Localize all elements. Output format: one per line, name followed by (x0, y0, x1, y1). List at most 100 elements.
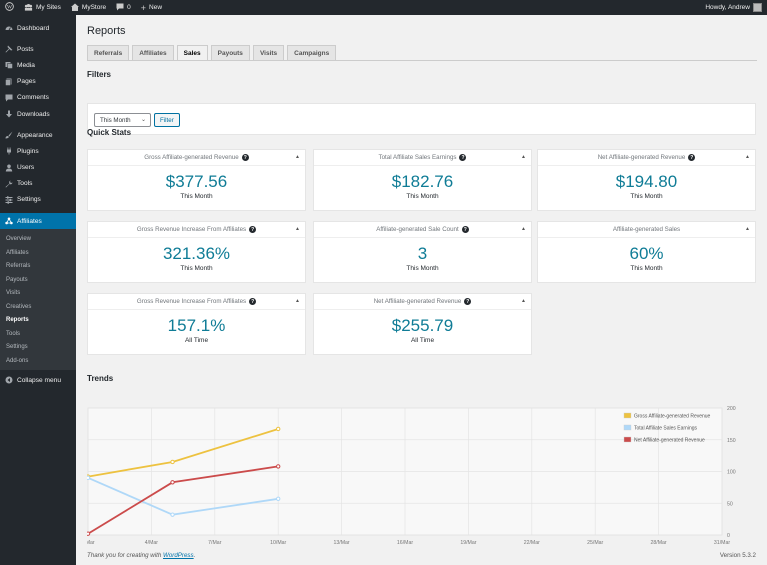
stat-card: Gross Affiliate-generated Revenue? ▲ $377… (87, 149, 306, 211)
collapse-toggle-icon[interactable]: ▲ (745, 154, 750, 160)
trends-heading: Trends (87, 374, 114, 383)
stat-period: This Month (406, 265, 439, 272)
sidebar-item-settings[interactable]: Settings (0, 192, 76, 208)
tab-payouts[interactable]: Payouts (210, 45, 250, 60)
my-sites-menu[interactable]: My Sites (19, 0, 66, 15)
help-icon[interactable]: ? (459, 154, 467, 161)
legend-swatch (623, 412, 632, 419)
help-icon[interactable]: ? (249, 298, 257, 305)
stat-period: This Month (630, 193, 663, 200)
new-content-menu[interactable]: + New (136, 0, 167, 15)
users-icon (5, 164, 13, 172)
main-content: Reports Referrals Affiliates Sales Payou… (76, 15, 767, 565)
comments-menu[interactable]: 0 (111, 0, 136, 15)
data-point (85, 531, 91, 536)
tab-sales[interactable]: Sales (176, 45, 208, 60)
collapse-toggle-icon[interactable]: ▲ (295, 154, 300, 160)
stat-card: Total Affiliate Sales Earnings? ▲ $182.76… (313, 149, 532, 211)
tab-referrals[interactable]: Referrals (87, 45, 130, 60)
legend-label: Gross Affiliate-generated Revenue (634, 414, 711, 420)
filters-panel: This Month ⌄ Filter (87, 103, 756, 135)
collapse-toggle-icon[interactable]: ▲ (521, 298, 526, 304)
sidebar-item-label: Appearance (17, 131, 53, 139)
x-tick-label: 28/Mar (651, 540, 667, 546)
settings-icon (5, 196, 13, 204)
submenu-item-affiliates[interactable]: Affiliates (6, 249, 29, 256)
help-icon[interactable]: ? (241, 154, 249, 161)
collapse-toggle-icon[interactable]: ▲ (521, 226, 526, 232)
sidebar-item-downloads[interactable]: Downloads (0, 106, 76, 122)
submenu-item-referrals[interactable]: Referrals (6, 263, 31, 269)
sidebar-item-plugins[interactable]: Plugins (0, 143, 76, 159)
help-icon[interactable]: ? (249, 226, 257, 233)
tab-visits[interactable]: Visits (252, 45, 285, 60)
submenu-item-payouts[interactable]: Payouts (6, 276, 28, 283)
y-tick-label: 50 (727, 501, 733, 507)
tab-affiliates[interactable]: Affiliates (132, 45, 174, 60)
collapse-toggle-icon[interactable]: ▲ (521, 154, 526, 160)
sidebar-item-pages[interactable]: Pages (0, 74, 76, 90)
stat-card: Gross Revenue Increase From Affiliates? ▲… (87, 293, 306, 355)
help-icon[interactable]: ? (464, 298, 472, 305)
stat-value: 321.36% (162, 244, 231, 263)
submenu-item-overview[interactable]: Overview (6, 236, 32, 242)
y-tick-label: 100 (727, 470, 736, 476)
submenu-item-tools[interactable]: Tools (6, 330, 21, 337)
avatar (753, 3, 762, 12)
my-sites-label: My Sites (36, 4, 61, 11)
stat-value: $377.56 (165, 172, 228, 191)
filter-button[interactable]: Filter (154, 113, 180, 127)
stat-card: Affiliate-generated Sale Count? ▲ 3 This … (313, 221, 532, 283)
sidebar-item-affiliates[interactable]: Affiliates (0, 213, 76, 230)
tab-campaigns[interactable]: Campaigns (287, 45, 337, 60)
stat-period: This Month (406, 193, 439, 200)
sidebar-item-label: Affiliates (17, 217, 42, 225)
site-name-menu[interactable]: MyStore (66, 0, 111, 15)
sidebar-item-appearance[interactable]: Appearance (0, 127, 76, 143)
chevron-down-icon: ⌄ (140, 117, 146, 123)
stat-value: 157.1% (167, 316, 226, 335)
plus-icon: + (140, 2, 147, 13)
sidebar-item-tools[interactable]: Tools (0, 176, 76, 192)
stat-card: Net Affiliate-generated Revenue? ▲ $194.8… (537, 149, 756, 211)
x-tick-label: 4/Mar (145, 540, 159, 546)
sidebar-item-label: Pages (17, 78, 36, 86)
stat-value: $194.80 (615, 172, 678, 191)
data-point (170, 512, 175, 517)
x-tick-label: 22/Mar (524, 540, 540, 546)
collapse-menu-button[interactable]: Collapse menu (0, 372, 76, 388)
legend-swatch (623, 424, 632, 431)
collapse-toggle-icon[interactable]: ▲ (295, 226, 300, 232)
data-point (276, 426, 281, 432)
sidebar-item-media[interactable]: Media (0, 57, 76, 73)
submenu-item-visits[interactable]: Visits (6, 290, 21, 296)
account-menu[interactable]: Howdy, Andrew (700, 0, 767, 15)
filters-heading: Filters (87, 70, 112, 79)
help-icon[interactable]: ? (688, 154, 696, 161)
sidebar-item-posts[interactable]: Posts (0, 41, 76, 57)
submenu-item-reports[interactable]: Reports (6, 317, 29, 323)
wordpress-logo-button[interactable]: W (0, 0, 19, 15)
sidebar-item-users[interactable]: Users (0, 160, 76, 176)
trends-chart: 1/Mar 4/Mar 7/Mar 10/Mar 13/Mar 16/Mar 19/Mar 2… (81, 405, 757, 555)
submenu-item-creatives[interactable]: Creatives (6, 303, 32, 310)
stat-title: Affiliate-generated Sale Count (376, 226, 459, 233)
download-icon (5, 110, 13, 118)
help-icon[interactable]: ? (461, 226, 469, 233)
date-range-select[interactable]: This Month ⌄ (94, 113, 151, 127)
submenu-item-settings[interactable]: Settings (6, 344, 28, 350)
sidebar-item-comments[interactable]: Comments (0, 90, 76, 106)
new-label: New (149, 4, 163, 11)
sidebar-item-dashboard[interactable]: Dashboard (0, 20, 76, 36)
stat-period: All Time (410, 337, 435, 344)
pin-icon (5, 45, 13, 53)
collapse-toggle-icon[interactable]: ▲ (745, 226, 750, 232)
sidebar-item-label: Users (17, 164, 35, 172)
wordpress-link[interactable]: WordPress (163, 552, 194, 559)
sidebar-item-label: Posts (17, 45, 34, 53)
collapse-toggle-icon[interactable]: ▲ (295, 298, 300, 304)
stat-title: Net Affiliate-generated Revenue (597, 154, 686, 161)
sidebar-item-label: Media (17, 61, 35, 69)
submenu-item-addons[interactable]: Add-ons (6, 357, 29, 364)
x-tick-label: 16/Mar (397, 540, 413, 546)
